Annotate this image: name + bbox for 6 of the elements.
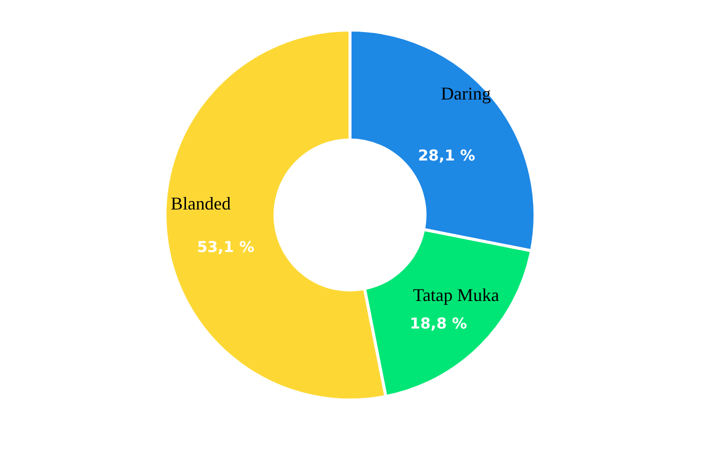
- slice-label: Blanded: [170, 194, 231, 214]
- data-label: 18,8 %: [410, 314, 468, 332]
- data-label: 28,1 %: [418, 146, 476, 165]
- data-label: 53,1 %: [196, 238, 254, 256]
- slice-label: Daring: [440, 84, 491, 104]
- slice-label: Tatap Muka: [412, 285, 500, 306]
